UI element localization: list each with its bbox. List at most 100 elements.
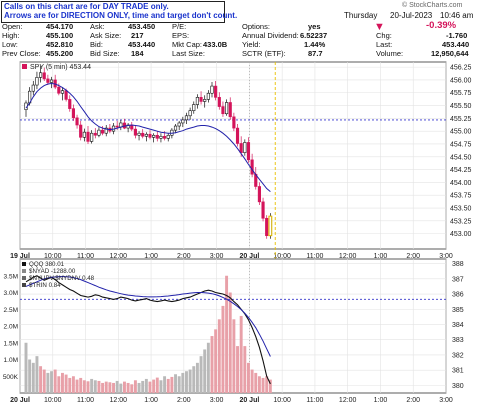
chg-label: Chg:	[376, 31, 392, 40]
price-tick-label: 454.75	[450, 141, 472, 148]
volume-bar	[159, 380, 163, 393]
spy-legend-swatch	[22, 64, 27, 69]
qqq-tick-label: 384	[452, 322, 464, 329]
volume-bar	[53, 369, 57, 393]
candle-body	[268, 215, 272, 236]
down-triangle-icon: ▼	[374, 21, 385, 33]
candle-body	[93, 132, 97, 136]
qqq-price-line	[25, 275, 271, 385]
volume-bar	[104, 381, 108, 393]
ask-value: 453.450	[128, 22, 156, 31]
qqq-time-tick-label: 11:00	[306, 397, 323, 404]
candle-body	[115, 125, 119, 128]
volume-bar	[64, 374, 68, 393]
time-tick-label: 1:00	[374, 253, 388, 260]
time-tick-label: 1:00	[144, 253, 158, 260]
candle-body	[71, 108, 75, 119]
yield-label: Yield:	[242, 40, 261, 49]
price-tick-label: 454.25	[450, 167, 472, 174]
price-tick-label: 456.25	[450, 65, 472, 72]
candle-body	[137, 132, 141, 136]
eps-label: EPS:	[172, 31, 190, 40]
price-tick-label: 453.25	[450, 218, 472, 225]
volume-bar	[177, 376, 181, 393]
qqq-legend-label: $TRIN 0.84	[29, 282, 61, 289]
candle-body	[46, 78, 50, 83]
volume-tick-label: 1.0M	[4, 357, 18, 364]
candle-body	[148, 133, 152, 138]
qqq-time-tick-label: 3:00	[210, 397, 224, 404]
price-tick-label: 454.00	[450, 180, 472, 187]
qqq-time-tick-label: 2:00	[406, 397, 420, 404]
qqq-moving-average	[25, 275, 271, 357]
volume-bar	[126, 382, 130, 393]
volume-bar	[42, 369, 46, 393]
candle-body	[79, 124, 83, 138]
dividend-label: Annual Dividend:	[242, 31, 299, 40]
volume-tick-label: 2.5M	[4, 307, 18, 314]
volume-bar	[199, 356, 203, 393]
volume-bar	[148, 381, 152, 393]
volume-bar	[155, 377, 159, 393]
volume-bar	[35, 356, 39, 393]
candle-body	[64, 90, 68, 100]
volume-bar	[119, 383, 123, 393]
price-tick-label: 454.50	[450, 154, 472, 161]
volume-value: 12,950,644	[431, 49, 469, 58]
volume-bar	[57, 376, 61, 393]
last-candle-highlight	[268, 215, 273, 237]
qqq-tick-label: 380	[452, 383, 464, 390]
last-size-label: Last Size:	[172, 49, 205, 58]
time-tick-label: 12:00	[339, 253, 357, 260]
prev-close-value: 455.200	[46, 49, 74, 58]
volume-bar	[261, 377, 265, 393]
volume-tick-label: 500K	[3, 374, 19, 381]
candle-body	[261, 201, 265, 219]
last-value: 453.440	[442, 40, 470, 49]
low-value: 452.810	[46, 40, 74, 49]
candle-body	[177, 122, 181, 127]
volume-bar	[123, 381, 126, 393]
volume-bar	[90, 378, 94, 393]
candle-body	[257, 186, 261, 203]
time-text: 10:46 am	[440, 11, 474, 20]
qqq-time-tick-label: 1:00	[144, 397, 158, 404]
volume-tick-label: 3.0M	[4, 290, 18, 297]
volume-bar	[217, 319, 221, 393]
volume-bar	[137, 382, 141, 393]
candle-body	[221, 106, 225, 115]
qqq-legend-label: $NYAD -1288.00	[29, 268, 76, 275]
pe-label: P/E:	[172, 22, 187, 31]
chg-value: -1.760	[446, 31, 468, 40]
candle-body	[265, 217, 269, 236]
candle-body	[42, 72, 46, 80]
time-tick-label: 11:00	[306, 253, 323, 260]
price-tick-label: 453.00	[450, 231, 472, 238]
volume-bar	[115, 380, 119, 393]
volume-label: Volume:	[376, 49, 404, 58]
sctr-value: 87.7	[308, 49, 323, 58]
volume-bar	[185, 371, 188, 393]
volume-bar	[247, 362, 250, 393]
time-tick-label: 20 Jul	[239, 253, 259, 260]
candle-body	[225, 102, 229, 115]
volume-bar	[210, 336, 214, 393]
candle-body	[144, 133, 148, 137]
volume-bar	[39, 366, 43, 393]
candle-body	[188, 110, 192, 117]
change-percent: -0.39%	[426, 20, 457, 31]
volume-bar	[133, 380, 137, 393]
volume-bar	[225, 275, 229, 393]
high-label: High:	[2, 31, 20, 40]
volume-bar	[82, 380, 86, 393]
price-tick-label: 455.25	[450, 116, 472, 123]
qqq-tick-label: 385	[452, 307, 464, 314]
candle-body	[141, 132, 145, 137]
bid-size-label: Bid Size:	[90, 49, 120, 58]
qqq-tick-label: 381	[452, 368, 464, 375]
candle-body	[86, 131, 90, 142]
spy-legend-label: SPY (5 min) 453.44	[30, 64, 91, 71]
qqq-legend-label: QQQ 380.01	[29, 261, 65, 268]
